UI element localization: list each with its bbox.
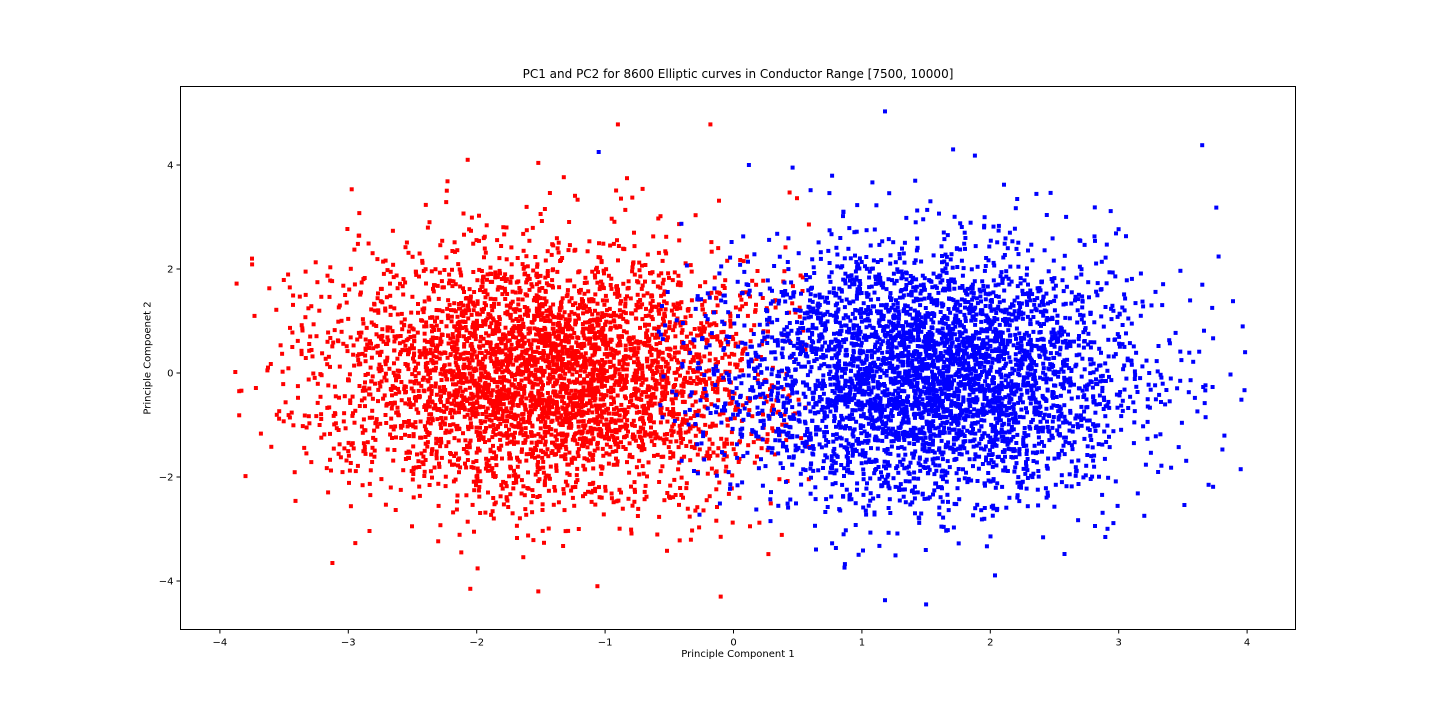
x-tick-label: 2 [987,638,993,649]
y-axis-ticks: −4 −2 0 2 4 [159,161,181,588]
y-tick-label: 0 [167,369,173,380]
x-tick-label: 4 [1244,638,1250,649]
chart-title: PC1 and PC2 for 8600 Elliptic curves in … [522,67,954,81]
x-axis-label: Principle Component 1 [681,649,795,660]
y-tick-label: −2 [159,473,174,484]
y-tick-label: −4 [159,577,174,588]
y-axis-label: Principle Compoenet 2 [142,301,154,415]
scatter-points [233,109,1248,607]
x-tick-label: 1 [859,638,865,649]
x-tick-label: −4 [213,638,228,649]
y-tick-label: 4 [167,161,173,172]
x-tick-label: −2 [469,638,484,649]
x-tick-label: 0 [730,638,736,649]
y-tick-label: 2 [167,265,173,276]
x-tick-label: 3 [1116,638,1122,649]
x-tick-label: −1 [598,638,613,649]
axes-frame [180,86,1296,630]
x-tick-label: −3 [341,638,356,649]
x-axis-ticks: −4 −3 −2 −1 0 1 2 3 4 [213,629,1250,649]
